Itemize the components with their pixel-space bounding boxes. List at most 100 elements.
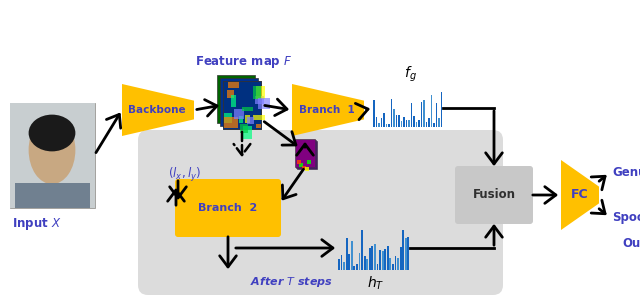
Text: Branch  1: Branch 1	[299, 105, 355, 115]
Bar	[361, 230, 363, 270]
Bar	[10, 103, 95, 207]
Ellipse shape	[29, 115, 76, 151]
Bar	[376, 265, 378, 270]
Bar	[295, 139, 315, 167]
Bar	[230, 95, 236, 107]
Bar	[403, 230, 404, 270]
Bar	[381, 118, 382, 127]
Bar	[401, 122, 403, 127]
Bar	[433, 123, 435, 127]
Bar	[300, 163, 303, 167]
Bar	[379, 250, 381, 270]
Polygon shape	[561, 160, 599, 230]
Bar	[220, 78, 258, 126]
Bar	[338, 259, 340, 270]
Bar	[389, 258, 391, 270]
Text: Branch  2: Branch 2	[198, 203, 258, 213]
Text: Feature map $\mathbf{\mathit{F}}$: Feature map $\mathbf{\mathit{F}}$	[195, 54, 292, 70]
Bar	[10, 103, 95, 207]
Bar	[374, 244, 376, 270]
Bar	[296, 160, 301, 164]
Bar	[307, 160, 311, 164]
Bar	[255, 96, 264, 104]
Bar	[371, 246, 373, 270]
Bar	[15, 182, 90, 207]
Bar	[356, 265, 358, 270]
Polygon shape	[122, 84, 194, 136]
Bar	[381, 251, 383, 270]
Bar	[245, 115, 250, 123]
Bar	[438, 118, 440, 127]
Bar	[373, 100, 375, 127]
Bar	[415, 122, 417, 127]
Bar	[364, 256, 365, 270]
Bar	[224, 113, 232, 123]
Bar	[376, 117, 378, 127]
Ellipse shape	[29, 116, 76, 184]
Bar	[395, 256, 396, 270]
Bar	[378, 123, 380, 127]
Bar	[224, 117, 237, 129]
FancyBboxPatch shape	[175, 179, 281, 237]
Bar	[351, 241, 353, 270]
Bar	[435, 103, 437, 127]
Bar	[353, 266, 355, 270]
Bar	[408, 237, 410, 270]
Bar	[239, 116, 243, 123]
Bar	[426, 122, 428, 127]
Bar	[431, 95, 432, 127]
Bar	[383, 113, 385, 127]
Bar	[259, 98, 269, 109]
Text: $(l_x, l_y)$: $(l_x, l_y)$	[168, 166, 201, 184]
Text: Genuine?: Genuine?	[612, 166, 640, 179]
Bar	[413, 116, 415, 127]
Bar	[343, 262, 345, 270]
Bar	[246, 117, 254, 124]
Text: Spoofing?: Spoofing?	[612, 210, 640, 224]
Bar	[242, 107, 253, 111]
Bar	[400, 247, 401, 270]
Bar	[388, 124, 390, 127]
Bar	[227, 90, 234, 98]
Bar	[396, 115, 397, 127]
Bar	[369, 248, 371, 270]
Bar	[398, 115, 400, 127]
Bar	[408, 120, 410, 127]
Text: $\mathbf{\mathit{h}}_T$: $\mathbf{\mathit{h}}_T$	[367, 275, 385, 292]
Bar	[257, 86, 264, 99]
Bar	[223, 81, 261, 129]
Bar	[302, 166, 307, 170]
Text: FC: FC	[571, 188, 589, 201]
Text: After $\mathit{T}$ steps: After $\mathit{T}$ steps	[250, 275, 333, 289]
Bar	[428, 118, 430, 127]
Bar	[296, 140, 316, 168]
Bar	[253, 86, 262, 99]
Bar	[420, 102, 422, 127]
Text: $\mathbf{\mathit{f}}_g$: $\mathbf{\mathit{f}}_g$	[404, 65, 417, 84]
Text: Fusion: Fusion	[472, 188, 515, 201]
Bar	[423, 100, 425, 127]
FancyBboxPatch shape	[455, 166, 533, 224]
Bar	[217, 75, 255, 123]
Bar	[403, 117, 405, 127]
Polygon shape	[292, 84, 364, 136]
Bar	[223, 81, 261, 129]
Bar	[440, 92, 442, 127]
Bar	[256, 124, 261, 128]
Bar	[385, 124, 387, 127]
Bar	[406, 120, 407, 127]
Bar	[234, 109, 244, 119]
Bar	[240, 124, 248, 133]
Bar	[358, 253, 360, 270]
Bar	[393, 109, 395, 127]
Text: Output: Output	[622, 237, 640, 250]
Bar	[387, 246, 388, 270]
Bar	[410, 103, 412, 127]
Bar	[243, 126, 252, 139]
Bar	[228, 82, 239, 88]
Bar	[340, 255, 342, 270]
Bar	[390, 99, 392, 127]
Text: Backbone: Backbone	[128, 105, 186, 115]
FancyBboxPatch shape	[138, 130, 503, 295]
Bar	[405, 238, 406, 270]
